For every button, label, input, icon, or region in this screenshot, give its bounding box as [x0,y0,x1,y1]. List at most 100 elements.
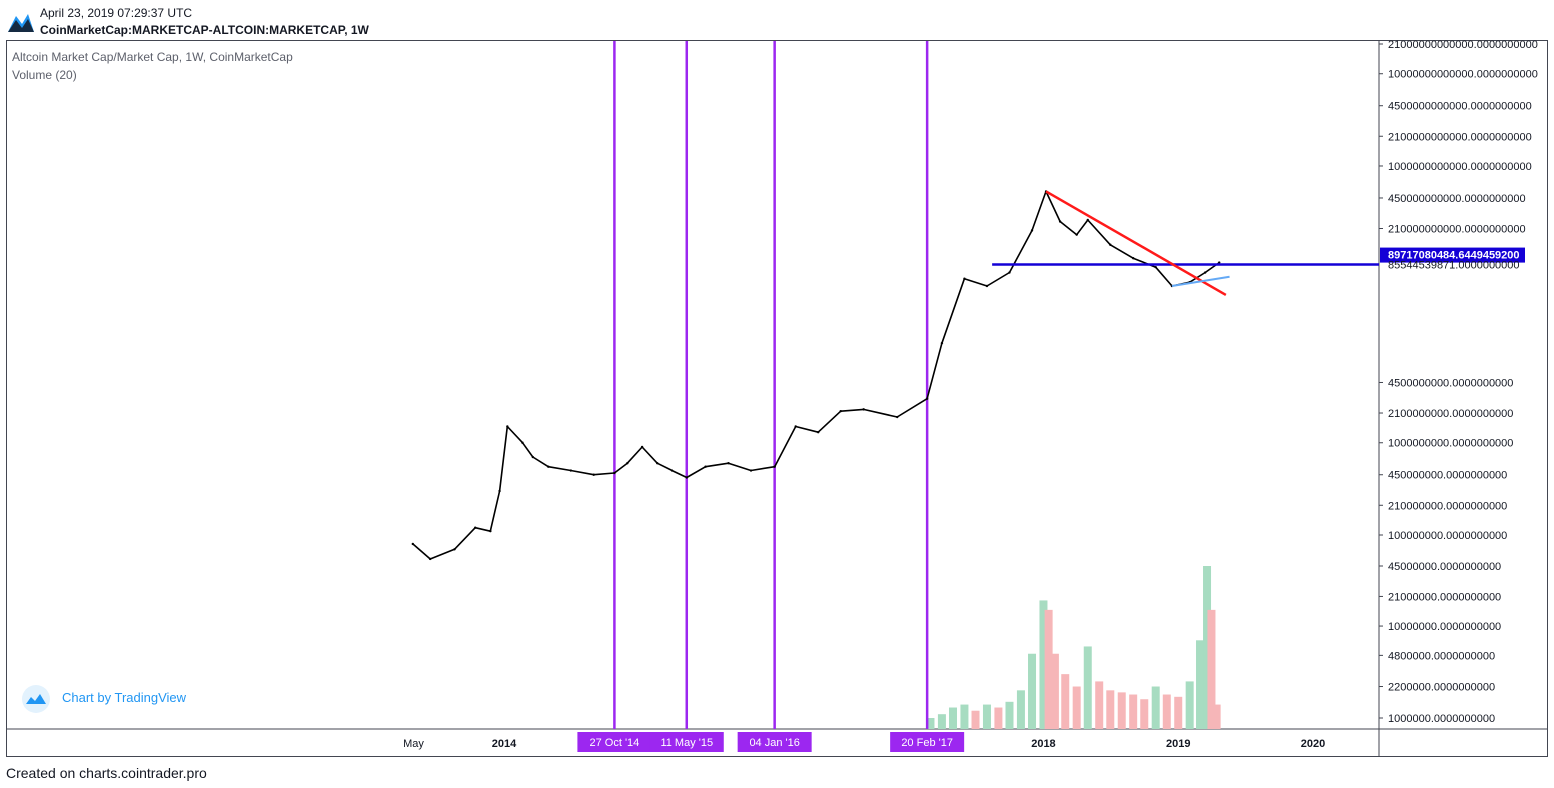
price-axis-label: 10000000.0000000000 [1388,621,1501,633]
volume-bar [1185,681,1194,729]
price-point [727,462,730,465]
price-axis-label: 21000000000000.0000000000 [1388,39,1538,51]
volume-bar [1039,600,1048,729]
volume-bar [937,714,946,729]
volume-bar [1207,609,1216,729]
vertical-marker-label-bg [649,732,724,752]
price-axis-label: 2100000000000.0000000000 [1388,131,1532,143]
price-point [473,526,477,529]
tradingview-logo-icon [8,14,34,32]
price-point [640,445,644,449]
price-point [925,397,929,400]
reference-price-label: 85544539871.0000000000 [1388,259,1520,271]
volume-bar [994,707,1003,729]
price-point [489,529,492,533]
volume-bar [982,704,991,729]
vertical-marker-label-bg [737,732,812,752]
price-point [521,441,524,444]
time-axis-label: 2014 [492,738,517,750]
time-axis-label: May [403,738,424,750]
time-axis-label: 2019 [1166,738,1190,750]
price-point [1030,229,1034,232]
price-series [411,190,1221,561]
price-point [1086,218,1089,222]
downtrend-line [1045,190,1227,297]
price-point [411,542,414,546]
price-point [940,341,944,345]
volume-bar [971,710,980,729]
price-point [656,462,659,465]
price-point [592,473,595,476]
volume-bar [948,707,957,729]
price-point [626,462,629,465]
vertical-marker-label: 27 Oct '14 [590,737,640,749]
price-point [1008,271,1011,274]
price-point [613,471,616,475]
price-axis-label: 100000000.0000000000 [1388,530,1507,542]
trend-drawings [992,190,1379,297]
price-line [412,190,1220,560]
price-point [498,489,501,493]
volume-bar [960,704,969,729]
volume-bar [1203,566,1212,729]
vertical-marker-label: 20 Feb '17 [901,737,953,749]
pane-separators [7,41,1547,756]
vertical-markers [613,41,929,729]
symbol-title: CoinMarketCap:MARKETCAP-ALTCOIN:MARKETCA… [40,23,369,37]
price-point [1131,257,1135,260]
volume-bar [1196,640,1205,729]
volume-bar [1050,653,1059,729]
price-point [963,277,966,280]
support-line [1171,275,1230,287]
price-axis-label: 1000000.0000000000 [1388,713,1495,725]
vertical-marker-label-bg [890,732,965,752]
snapshot-date: April 23, 2019 07:29:37 UTC [40,6,193,20]
price-axis-label: 4800000.0000000000 [1388,650,1495,662]
price-point [453,548,456,551]
price-point [985,284,989,288]
volume-bar [1095,681,1104,729]
vertical-marker-label: 04 Jan '16 [749,737,799,749]
price-point [749,469,753,472]
volume-bar [1044,609,1053,729]
volume-bar [1151,686,1160,729]
price-point [428,557,432,561]
price-axis-label: 1000000000.0000000000 [1388,438,1513,450]
vertical-marker-label-bg [577,732,652,752]
price-point [685,476,688,479]
price-point [547,465,550,468]
volume-bar [1061,674,1070,729]
price-axis-label: 4500000000.0000000000 [1388,377,1513,389]
vertical-marker-labels: 27 Oct '14 11 May '15 04 Jan '16 20 Feb '17 [577,732,965,752]
volume-bars [926,566,1221,729]
volume-bar [1072,686,1081,729]
volume-legend: Volume (20) [12,68,77,82]
volume-bar [1140,699,1149,729]
price-axis-label: 210000000.0000000000 [1388,500,1507,512]
price-point [862,408,865,411]
price-axis-label: 4500000000000.0000000000 [1388,101,1532,113]
price-point [1218,261,1221,264]
time-axis-label: 2018 [1031,738,1055,750]
price-point [506,425,509,428]
price-axis-label: 2100000000.0000000000 [1388,408,1513,420]
volume-bar [1212,704,1221,729]
price-axis-label: 1000000000000.0000000000 [1388,161,1532,173]
price-point [773,465,776,468]
price-point [817,431,820,434]
price-axis-label: 450000000.0000000000 [1388,470,1507,482]
time-axis: May20145201820192020 [403,738,1325,750]
chart-legend-title: Altcoin Market Cap/Market Cap, 1W, CoinM… [12,50,293,64]
volume-bar [1016,690,1025,729]
price-axis-label: 45000000.0000000000 [1388,561,1501,573]
price-axis-label: 10000000000000.0000000000 [1388,69,1538,81]
price-point [670,469,674,472]
tradingview-badge[interactable]: Chart by TradingView [18,684,218,714]
cloud-icon [22,685,50,713]
price-axis-label: 2200000.0000000000 [1388,682,1495,694]
tradingview-badge-label: Chart by TradingView [62,690,187,705]
footer-credit: Created on charts.cointrader.pro [6,765,207,781]
volume-bar [1106,690,1115,729]
last-price-badge [1380,247,1525,263]
